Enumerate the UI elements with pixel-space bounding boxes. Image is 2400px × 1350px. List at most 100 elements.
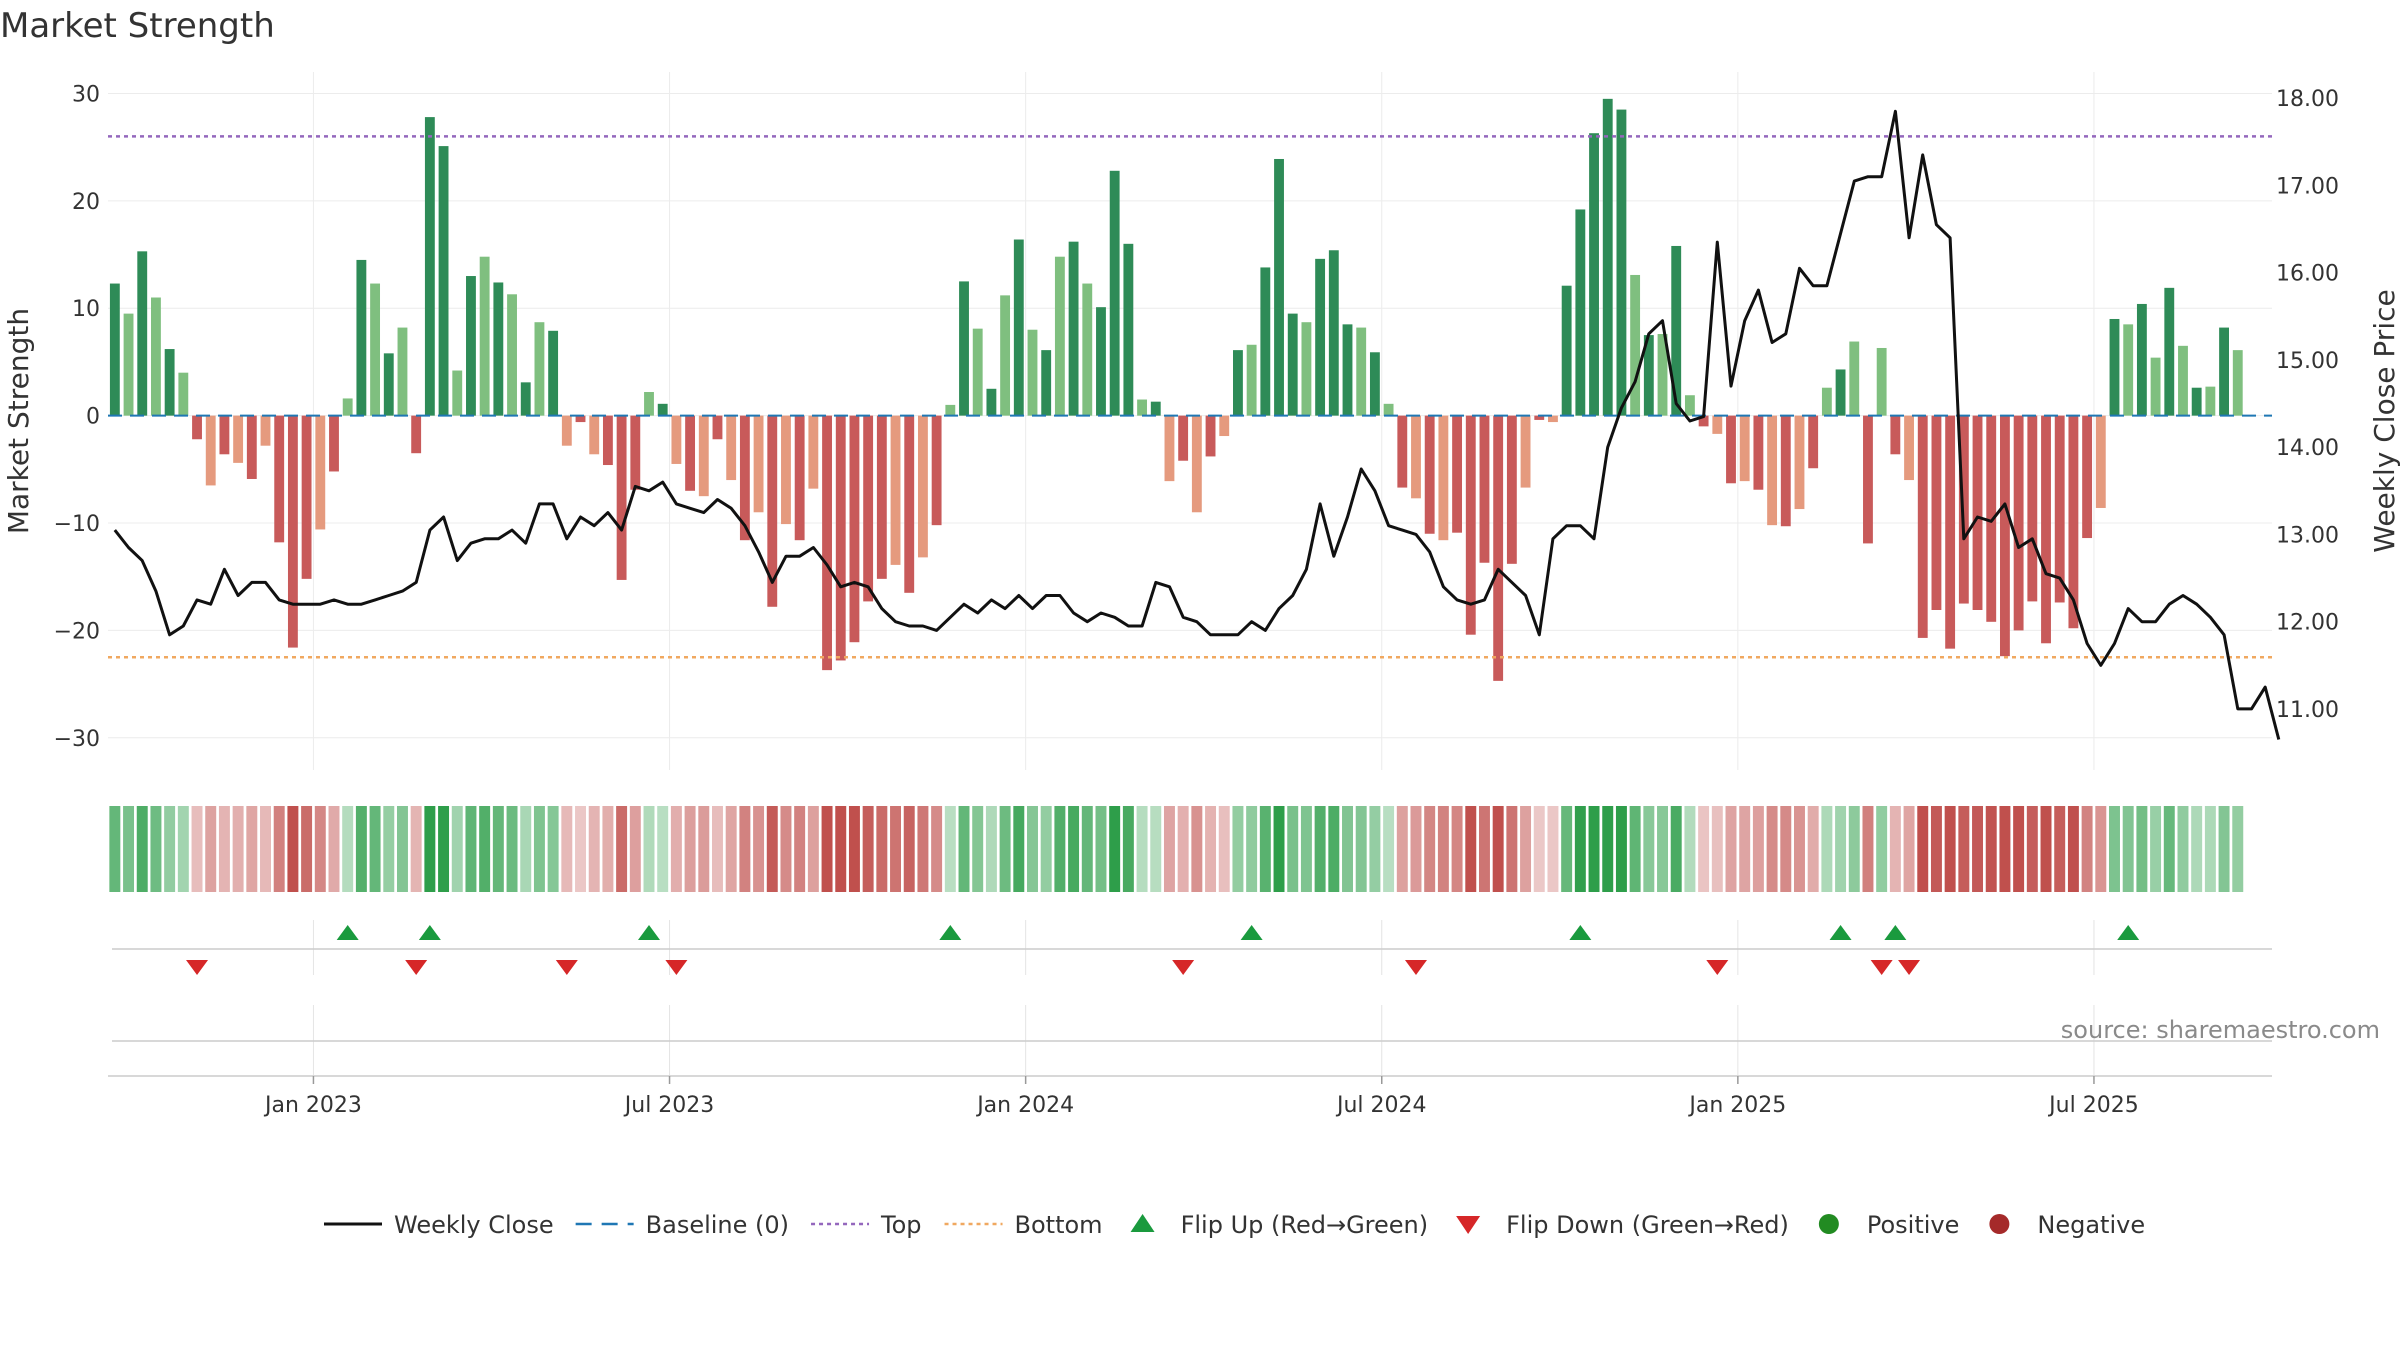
strength-bar [972,328,983,416]
strength-bar [2178,345,2188,416]
heat-cell [1794,806,1805,892]
heat-cell [355,806,367,892]
legend-swatch-triangle-down [1456,1216,1481,1234]
y-right-tick-label: 13.00 [2276,523,2339,548]
heat-cell [1602,806,1614,892]
heat-cell [205,806,217,892]
flip-up-marker [1829,925,1852,940]
heat-cell [533,806,545,892]
flip-up-marker [939,925,962,940]
strength-bar [246,415,257,479]
heat-cell [575,806,586,892]
strength-bar [1684,395,1695,416]
heat-cell [164,806,176,892]
heat-cell [1478,806,1490,892]
heat-cell [588,806,600,892]
heat-cell [725,806,737,892]
heat-cell [1889,806,1901,892]
heat-cell [780,806,792,892]
heat-cell [369,806,381,892]
heat-cell [848,806,860,892]
strength-bar [356,259,367,416]
heat-cell [657,806,669,892]
heat-cell [2150,806,2162,892]
heat-cell [1027,806,1038,892]
legend-swatch-triangle-up [1130,1214,1155,1232]
strength-bar [1068,241,1079,416]
x-tick-label: Jul 2024 [1335,1093,1427,1118]
strength-bars [109,98,2243,681]
heat-cell [1848,806,1860,892]
heat-cell [1574,806,1586,892]
strength-bar [397,327,408,416]
strength-bar [1233,350,1243,416]
y-left-axis-title: Market Strength [2,308,35,534]
heat-cell [232,806,244,892]
y-left-tick-label: −10 [54,512,100,537]
y-left-tick-label: −30 [54,727,100,752]
strength-bar [712,415,723,440]
y-right-tick-label: 15.00 [2276,349,2339,374]
heat-cell [670,806,682,892]
heat-cell [1314,806,1326,892]
strength-bar [548,330,559,416]
strength-bar [1123,243,1134,416]
strength-bar [1890,415,1901,455]
heat-cell [2136,806,2148,892]
heat-cell [1698,806,1710,892]
heat-cell [260,806,271,892]
strength-bar [644,392,654,416]
heat-cell [1876,806,1888,892]
strength-bar [507,294,517,416]
strength-bar [1315,258,1326,416]
flip-down-marker [186,960,209,975]
weekly-close-line [113,109,2281,740]
legend-swatch-dot [1818,1214,1839,1234]
strength-bar [1465,415,1476,635]
strength-bar [205,415,216,486]
strength-bar [1137,399,1147,416]
strength-bar [2082,415,2093,539]
strength-bar [1479,415,1490,563]
strength-bar [137,251,148,416]
heat-cell [739,806,751,892]
x-tick-label: Jan 2025 [1687,1093,1786,1118]
heat-cell [1972,806,1984,892]
heat-cell [1999,806,2011,892]
strength-bar [1274,158,1284,416]
heat-cell [1506,806,1518,892]
strength-bar [863,415,874,602]
legend-label: Positive [1867,1211,1960,1239]
strength-bar [2123,324,2134,416]
strength-bar [342,398,353,416]
strength-bar [1767,415,1778,526]
heat-cell [438,806,450,892]
heat-cell [876,806,888,892]
heat-cell [301,806,313,892]
strength-bar [2136,303,2147,416]
strength-bar [1493,415,1504,681]
strength-bar [164,349,175,416]
strength-bar [1698,415,1709,427]
strength-bar [2068,415,2079,629]
heat-cell [985,806,997,892]
strength-bar [1999,415,2010,657]
strength-bar [2164,287,2175,416]
strength-bar [151,297,161,416]
heat-cell [1739,806,1751,892]
strength-bar [1054,256,1065,416]
legend-label: Flip Down (Green→Red) [1506,1211,1789,1239]
heat-cell [328,806,340,892]
y-right-tick-label: 11.00 [2276,698,2339,723]
heat-cell [1163,806,1175,892]
heat-cell [862,806,874,892]
heat-cell [1342,806,1353,892]
strength-bar [945,404,956,416]
strength-bar [1287,313,1298,416]
x-axis: Jan 2023 Jul 2023 Jan 2024 Jul 2024 Jan 2025… [263,1076,2139,1118]
flip-up-marker [2117,925,2140,940]
heat-cell [1328,806,1340,892]
heat-cell [1588,806,1600,892]
legend-swatch-dot [1989,1214,2010,1234]
